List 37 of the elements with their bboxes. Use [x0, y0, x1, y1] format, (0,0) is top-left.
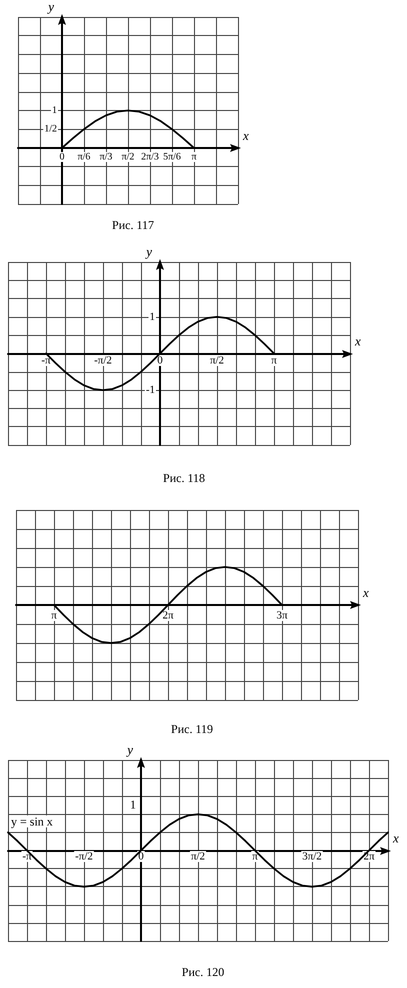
x-tick-label: -π/2 [94, 354, 112, 366]
x-tick-label: π [191, 152, 197, 162]
x-axis-title: x [362, 585, 369, 600]
x-tick-label: 2π [162, 610, 174, 622]
x-axis-title: x [242, 128, 249, 143]
x-tick-label: 2π/3 [141, 152, 159, 162]
text: Рис. 118 [163, 471, 205, 485]
y-axis-title: y [46, 0, 54, 14]
x-tick-label: π/2 [190, 850, 206, 862]
x-tick-label: -π [41, 354, 52, 366]
x-tick-label: π/2 [122, 152, 134, 162]
y-axis-title: y [144, 244, 152, 259]
y-axis-title: y [125, 742, 134, 757]
x-tick-label: π [271, 354, 278, 366]
y-tick-label: -1 [146, 384, 155, 396]
x-axis-title: x [354, 334, 361, 348]
text: Рис. 117 [112, 218, 154, 232]
x-tick-label: π/2 [210, 354, 224, 366]
x-axis-title: x [392, 830, 399, 846]
x-tick-label: -π/2 [75, 850, 93, 862]
x-tick-label: π/3 [100, 152, 112, 162]
x-tick-label: 2π [363, 850, 375, 862]
text: Рис. 120 [182, 965, 224, 979]
annotation: y = sin x [11, 814, 53, 828]
x-tick-label: 0 [60, 152, 64, 162]
x-tick-label: 0 [157, 354, 164, 366]
text: Рис. 119 [171, 722, 213, 736]
text: 1 [130, 797, 136, 812]
x-tick-label: π [51, 610, 58, 622]
y-tick-label: 1/2 [44, 124, 57, 135]
x-tick-label: π/6 [78, 152, 90, 162]
x-tick-label: π [252, 850, 258, 862]
x-tick-label: 5π/6 [163, 152, 181, 162]
x-tick-label: 3π [276, 610, 288, 622]
x-tick-label: 0 [138, 850, 144, 862]
x-tick-label: -π [22, 850, 32, 862]
x-tick-label: 3π/2 [302, 850, 322, 862]
